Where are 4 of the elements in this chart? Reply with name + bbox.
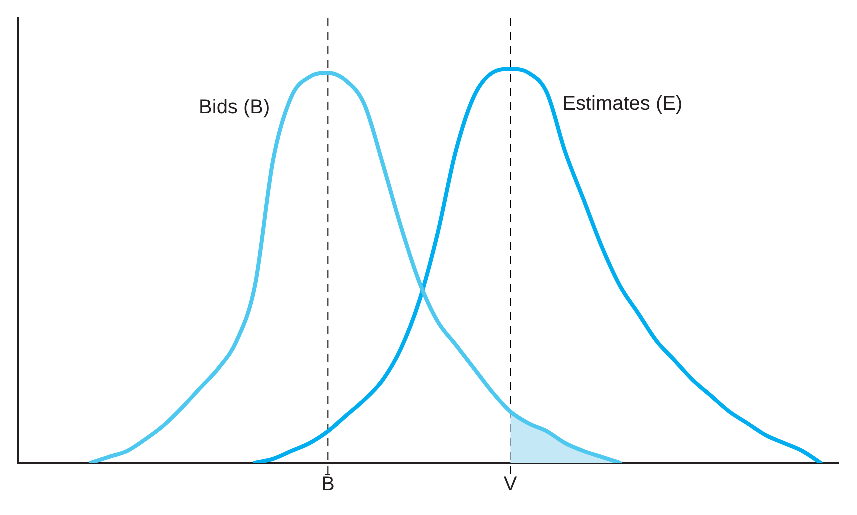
series-label: Estimates (E) <box>562 93 683 116</box>
x-tick-label: V <box>504 474 518 496</box>
series-label: Bids (B) <box>199 96 270 119</box>
x-tick-label: B̄ <box>321 473 335 496</box>
